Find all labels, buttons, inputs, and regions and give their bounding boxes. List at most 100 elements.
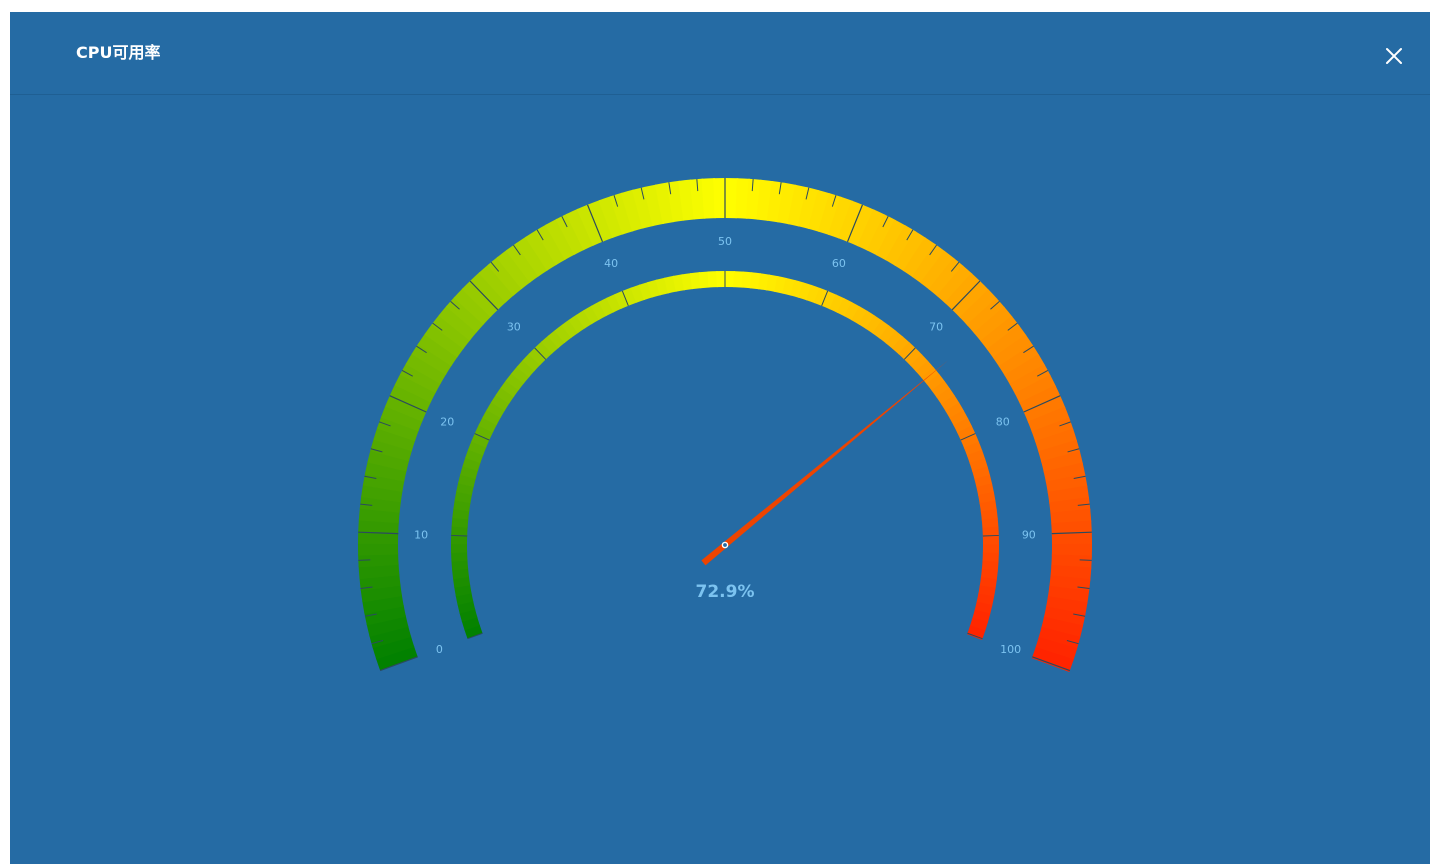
gauge-band-segment	[462, 456, 481, 472]
gauge-tick-label: 80	[996, 415, 1010, 428]
gauge-band-segment	[505, 372, 525, 391]
gauge-band-segment	[936, 387, 956, 405]
gauge-band-segment	[749, 272, 762, 290]
gauge-major-tick	[379, 656, 418, 672]
gauge-band-segment	[672, 274, 686, 292]
gauge-band-segment	[372, 635, 415, 660]
gauge-band-segment	[1038, 626, 1081, 650]
gauge-band-segment	[451, 559, 469, 571]
gauge-outer-band	[358, 178, 1092, 673]
gauge-major-tick	[358, 531, 399, 535]
gauge-band-segment	[681, 273, 694, 291]
gauge-band-segment	[614, 290, 630, 310]
gauge-band-segment	[998, 344, 1040, 377]
gauge-minor-tick	[1023, 345, 1034, 354]
gauge-band-segment	[554, 324, 572, 344]
gauge-band-segment	[903, 237, 936, 278]
gauge-band-segment	[857, 209, 886, 251]
gauge-inner-band	[451, 271, 999, 640]
gauge-band-segment	[982, 526, 999, 538]
gauge-major-tick	[389, 395, 427, 413]
gauge-band-segment	[992, 334, 1034, 368]
gauge-band-segment	[1051, 554, 1092, 570]
gauge-minor-tick	[1077, 503, 1090, 506]
gauge-inner-tick	[821, 290, 829, 306]
gauge-band-segment	[515, 236, 549, 277]
gauge-band-segment	[496, 249, 531, 290]
gauge-inner-tick	[903, 347, 916, 360]
gauge-minor-tick	[358, 559, 371, 561]
gauge-band-segment	[894, 230, 927, 272]
gauge-minor-tick	[561, 216, 568, 228]
gauge-band-segment	[622, 287, 638, 306]
gauge-major-tick	[1023, 395, 1061, 413]
gauge-band-segment	[470, 271, 507, 310]
gauge-band-segment	[399, 362, 442, 394]
gauge-band-segment	[583, 305, 600, 325]
gauge-band-segment	[451, 551, 468, 562]
gauge-band-segment	[957, 425, 976, 442]
gauge-band-segment	[851, 306, 868, 325]
gauge-band-segment	[813, 287, 829, 307]
gauge-band-segment	[609, 192, 634, 235]
gauge-band-segment	[364, 605, 406, 626]
gauge-band-segment	[482, 409, 502, 426]
gauge-tick-label: 0	[436, 643, 443, 656]
gauge-major-tick	[1032, 656, 1071, 672]
gauge-band-segment	[451, 534, 468, 545]
gauge-band-segment	[405, 352, 447, 384]
gauge-band-segment	[979, 500, 997, 513]
gauge-band-segment	[898, 341, 917, 361]
gauge-band-segment	[1043, 606, 1086, 628]
gauge-inner-tick	[534, 347, 547, 360]
gauge-band-segment	[452, 567, 470, 580]
gauge-band-segment	[735, 178, 751, 219]
gauge-needle-hub	[721, 541, 729, 549]
gauge-ticks	[358, 178, 1092, 672]
gauge-band-segment	[486, 401, 506, 418]
gauge-band-segment	[689, 178, 706, 220]
gauge-minor-tick	[696, 179, 699, 192]
gauge-band-segment	[766, 181, 786, 223]
gauge-band-segment	[452, 576, 471, 588]
gauge-band-segment	[598, 196, 624, 239]
gauge-band-segment	[474, 424, 494, 441]
gauge-band-segment	[866, 214, 896, 256]
gauge-minor-tick	[1079, 559, 1092, 561]
gauge-band-segment	[981, 517, 999, 529]
gauge-minor-tick	[432, 322, 443, 331]
gauge-band-segment	[364, 460, 407, 482]
gauge-band-segment	[982, 544, 999, 555]
gauge-band-segment	[361, 483, 403, 503]
gauge-minor-tick	[950, 261, 960, 272]
gauge-band-segment	[547, 329, 566, 349]
gauge-band-segment	[632, 186, 654, 229]
close-button[interactable]	[1382, 44, 1406, 68]
gauge-band-segment	[858, 310, 876, 330]
gauge-band-segment	[1014, 374, 1057, 404]
gauge-band-segment	[528, 347, 547, 366]
gauge-band-segment	[394, 373, 437, 403]
gauge-band-segment	[827, 196, 854, 239]
gauge-inner-tick	[982, 534, 999, 537]
gauge-minor-tick	[1077, 586, 1090, 589]
gauge-band-segment	[980, 509, 998, 521]
gauge-minor-tick	[536, 229, 544, 241]
gauge-band-segment	[807, 189, 831, 232]
gauge-band-segment	[837, 200, 864, 243]
gauge-band-segment	[716, 271, 727, 288]
gauge-minor-tick	[640, 187, 645, 200]
gauge-band-segment	[707, 271, 718, 288]
gauge-band-segment	[915, 360, 935, 379]
gauge-band-segment	[478, 264, 515, 303]
gauge-band-segment	[590, 301, 607, 321]
gauge-band-segment	[487, 256, 523, 296]
gauge-major-tick	[1051, 531, 1092, 535]
gauge-band-segment	[981, 560, 999, 572]
gauge-band-segment	[451, 516, 469, 528]
gauge-band-segment	[969, 617, 988, 632]
gauge-band-segment	[982, 535, 999, 546]
gauge-band-segment	[891, 336, 910, 355]
gauge-band-segment	[380, 405, 423, 432]
